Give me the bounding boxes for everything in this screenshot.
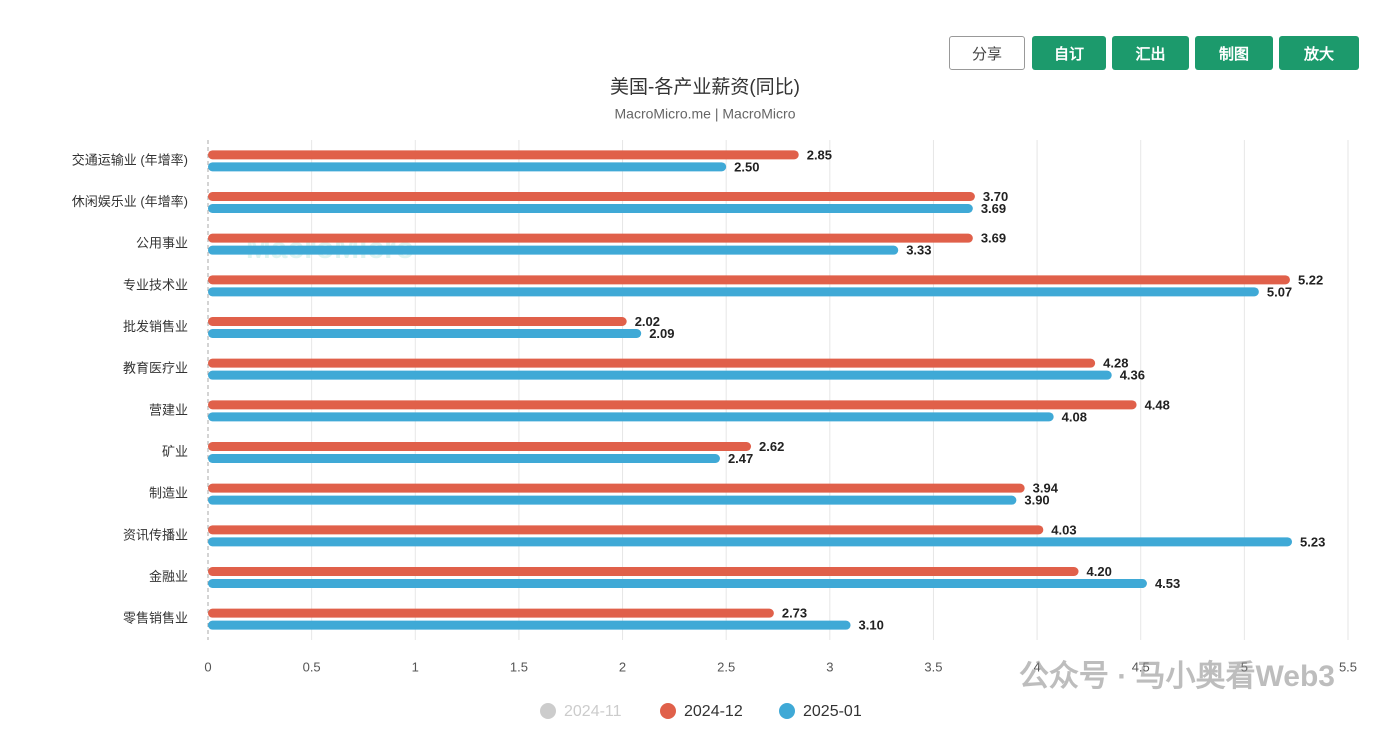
bar xyxy=(208,370,1112,380)
export-button[interactable]: 汇出 xyxy=(1112,36,1189,70)
x-tick-label: 0.5 xyxy=(303,659,321,674)
bar xyxy=(208,400,1137,410)
data-label: 3.69 xyxy=(981,201,1006,216)
y-tick-label: 批发销售业 xyxy=(123,319,188,334)
data-label: 4.03 xyxy=(1051,522,1076,537)
bar xyxy=(208,567,1079,576)
x-tick-label: 0 xyxy=(204,659,211,674)
customize-button[interactable]: 自订 xyxy=(1032,36,1106,70)
data-label: 4.48 xyxy=(1145,397,1170,412)
legend-marker xyxy=(540,703,556,719)
bar xyxy=(208,358,1096,368)
y-tick-label: 教育医疗业 xyxy=(123,361,188,376)
watermark: 公众号 · 马小奥看Web3 xyxy=(1019,659,1335,693)
y-tick-label: 休闲娱乐业 (年增率) xyxy=(72,194,188,209)
y-tick-label: 资讯传播业 xyxy=(123,527,188,542)
bar xyxy=(208,495,1017,505)
bar xyxy=(208,287,1259,297)
bar xyxy=(208,442,752,451)
data-label: 3.90 xyxy=(1024,493,1049,508)
x-tick-label: 2 xyxy=(619,659,626,674)
data-label: 2.62 xyxy=(759,439,784,454)
bar xyxy=(208,412,1054,422)
bar xyxy=(208,608,774,618)
bar xyxy=(208,245,899,255)
data-label: 2.50 xyxy=(734,159,759,174)
x-tick-label: 5.5 xyxy=(1339,659,1357,674)
data-label: 4.08 xyxy=(1062,409,1087,424)
data-label: 2.73 xyxy=(782,606,807,621)
data-label: 3.69 xyxy=(981,231,1006,246)
bar xyxy=(208,317,627,326)
chart-title: 美国-各产业薪资(同比) xyxy=(610,76,800,98)
data-label: 2.47 xyxy=(728,451,753,466)
y-tick-label: 公用事业 xyxy=(136,236,188,251)
bar xyxy=(208,454,720,463)
chart-subtitle: MacroMicro.me | MacroMicro xyxy=(615,106,796,122)
y-tick-label: 制造业 xyxy=(149,486,188,501)
y-tick-label: 专业技术业 xyxy=(123,277,188,292)
legend-marker xyxy=(660,703,676,719)
zoom-button[interactable]: 放大 xyxy=(1279,36,1359,70)
y-tick-label: 营建业 xyxy=(149,402,188,417)
data-label: 3.10 xyxy=(859,618,884,633)
x-tick-label: 3 xyxy=(826,659,833,674)
bar xyxy=(208,537,1293,547)
x-tick-label: 1 xyxy=(412,659,419,674)
data-label: 4.28 xyxy=(1103,356,1128,371)
x-tick-label: 5 xyxy=(1241,659,1248,674)
bar xyxy=(208,483,1025,493)
data-label: 3.70 xyxy=(983,189,1008,204)
x-tick-label: 4.5 xyxy=(1132,659,1150,674)
y-tick-label: 交通运输业 (年增率) xyxy=(72,152,188,167)
data-label: 2.09 xyxy=(649,326,674,341)
data-label: 5.22 xyxy=(1298,272,1323,287)
data-label: 4.53 xyxy=(1155,576,1180,591)
data-label: 5.23 xyxy=(1300,534,1325,549)
x-tick-label: 2.5 xyxy=(717,659,735,674)
data-label: 4.36 xyxy=(1120,368,1145,383)
data-label: 2.02 xyxy=(635,314,660,329)
x-tick-label: 1.5 xyxy=(510,659,528,674)
legend-label: 2024-12 xyxy=(684,703,743,720)
bar xyxy=(208,192,975,201)
y-tick-label: 金融业 xyxy=(149,569,188,584)
data-label: 3.33 xyxy=(906,243,931,258)
y-tick-label: 零售销售业 xyxy=(123,611,188,626)
legend-marker xyxy=(779,703,795,719)
x-tick-label: 3.5 xyxy=(924,659,942,674)
bar xyxy=(208,233,973,243)
bar xyxy=(208,620,851,630)
data-label: 2.85 xyxy=(807,147,832,162)
draw-button[interactable]: 制图 xyxy=(1195,36,1273,70)
bar xyxy=(208,329,642,338)
bar xyxy=(208,525,1044,535)
bar xyxy=(208,150,799,160)
y-tick-label: 矿业 xyxy=(162,444,188,459)
data-label: 4.20 xyxy=(1087,564,1112,579)
bar xyxy=(208,162,727,172)
data-label: 5.07 xyxy=(1267,284,1292,299)
data-label: 3.94 xyxy=(1033,481,1059,496)
bar xyxy=(208,579,1147,588)
x-tick-label: 4 xyxy=(1033,659,1040,674)
legend-label: 2024-11 xyxy=(564,703,622,720)
bar xyxy=(208,275,1290,285)
legend-label: 2025-01 xyxy=(803,703,862,720)
bar xyxy=(208,204,973,213)
share-button[interactable]: 分享 xyxy=(949,36,1025,70)
